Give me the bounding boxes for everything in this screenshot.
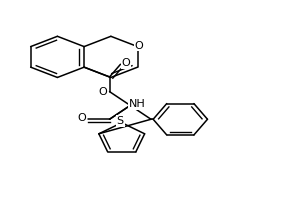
Text: O: O xyxy=(122,58,130,68)
Text: S: S xyxy=(117,116,124,126)
Text: NH: NH xyxy=(129,99,146,109)
Text: O: O xyxy=(99,87,107,97)
Text: O: O xyxy=(135,41,143,51)
Text: O: O xyxy=(78,113,87,123)
